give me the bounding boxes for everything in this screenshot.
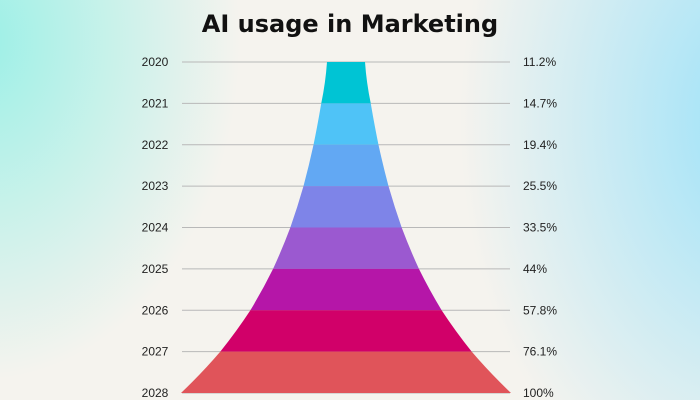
- value-label-2027: 76.1%: [523, 345, 557, 359]
- value-label-2022: 19.4%: [523, 138, 557, 152]
- chart-title: AI usage in Marketing: [201, 10, 499, 38]
- value-label-2021: 14.7%: [523, 96, 557, 110]
- category-label-2028: 2028: [142, 386, 169, 400]
- value-label-2026: 57.8%: [523, 303, 557, 317]
- funnel-segment-2025: [250, 268, 442, 311]
- funnel-segment-2024: [273, 227, 419, 269]
- category-label-2026: 2026: [142, 303, 169, 317]
- value-label-2024: 33.5%: [523, 221, 557, 235]
- value-label-2025: 44%: [523, 262, 547, 276]
- funnel-segment-2021: [313, 103, 379, 145]
- funnel-segment-2020: [321, 62, 371, 104]
- funnel-segment-2027: [181, 351, 511, 393]
- category-label-2023: 2023: [142, 179, 169, 193]
- value-label-2023: 25.5%: [523, 179, 557, 193]
- value-label-2028: 100%: [523, 386, 554, 400]
- category-label-2027: 2027: [142, 345, 169, 359]
- funnel-segment-2023: [290, 186, 402, 228]
- category-label-2025: 2025: [142, 262, 169, 276]
- category-label-2020: 2020: [142, 55, 169, 69]
- category-label-2022: 2022: [142, 138, 169, 152]
- funnel-segment-2022: [303, 144, 389, 187]
- value-label-2020: 11.2%: [523, 55, 556, 69]
- funnel-segment-2026: [220, 310, 472, 352]
- category-label-2021: 2021: [142, 96, 169, 110]
- category-label-2024: 2024: [142, 221, 169, 235]
